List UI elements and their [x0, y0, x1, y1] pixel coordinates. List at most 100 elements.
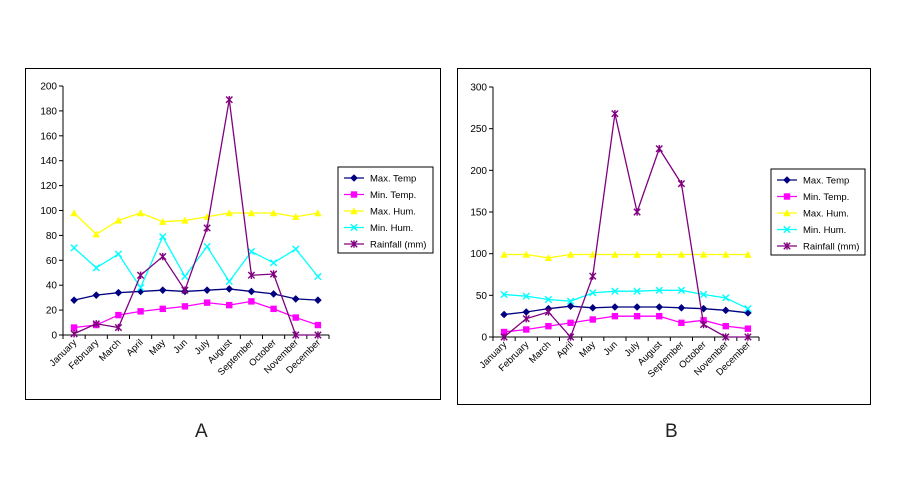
data-point-0-7 [225, 285, 234, 293]
data-point-2-7 [225, 209, 233, 217]
chart-panel-b: 0 50 100 150 200 250 300 January February March Ap… [457, 68, 871, 405]
legend-marker [350, 174, 358, 182]
data-point-2-8 [247, 209, 256, 217]
data-point-3-9 [699, 290, 708, 299]
y-tick-label: 150 [470, 208, 487, 219]
y-tick-label: 200 [40, 82, 57, 93]
data-point-0-1 [522, 308, 531, 316]
y-tick-label: 20 [46, 306, 58, 317]
data-point-4-7 [225, 95, 233, 104]
data-point-0-0 [500, 310, 508, 319]
data-point-3-0 [500, 290, 508, 299]
legend: Max. Temp Min. Temp. Max. Hum. Min. Hum. Rai… [770, 168, 866, 256]
data-point-2-2 [544, 254, 553, 262]
data-point-2-2 [114, 216, 123, 224]
data-point-0-2 [114, 288, 123, 297]
y-tick-label: 0 [51, 331, 57, 342]
data-point-0-6 [203, 286, 211, 294]
data-point-4-8 [247, 271, 256, 279]
data-point-0-3 [566, 302, 575, 310]
x-tick-label: March [527, 339, 553, 365]
legend-marker [350, 240, 358, 248]
data-point-1-4 [159, 305, 166, 313]
data-point-1-5 [181, 303, 189, 310]
data-point-4-2 [544, 308, 553, 316]
data-point-4-1 [92, 320, 100, 328]
legend-label: Min. Temp. [803, 192, 849, 203]
data-point-2-11 [314, 209, 322, 217]
chart-panel-a: 0 20 40 60 80 100 120 140 160 180 200 January Februa… [25, 68, 441, 400]
panel-label-b: B [665, 421, 678, 442]
x-tick-label: April [124, 337, 145, 358]
legend-marker [783, 209, 791, 217]
x-tick-label: Jun [171, 337, 190, 356]
legend-marker [350, 191, 358, 198]
data-point-0-9 [699, 304, 708, 313]
data-point-0-11 [744, 309, 752, 317]
data-point-1-3 [137, 308, 144, 315]
data-point-0-7 [655, 303, 664, 311]
legend-label: Min. Hum. [370, 223, 413, 234]
data-point-3-9 [269, 259, 278, 267]
series-line-4 [73, 99, 318, 336]
data-point-1-0 [500, 328, 508, 336]
series-line-0 [73, 288, 318, 301]
series-line-1 [504, 315, 748, 333]
data-point-1-10 [722, 322, 729, 330]
panel-label-a: A [195, 421, 208, 442]
data-point-4-4 [589, 272, 597, 280]
data-point-1-8 [248, 298, 255, 305]
data-point-0-1 [92, 291, 101, 299]
data-point-2-9 [269, 209, 278, 217]
x-tick-label: May [577, 339, 598, 360]
data-point-2-6 [633, 250, 641, 258]
data-point-1-2 [115, 311, 122, 319]
series-line-3 [73, 235, 319, 290]
data-point-3-11 [744, 304, 752, 313]
data-point-1-6 [633, 312, 641, 320]
data-point-2-5 [181, 216, 189, 224]
data-point-4-7 [655, 144, 663, 153]
data-point-3-4 [159, 232, 167, 241]
data-point-1-8 [678, 319, 685, 327]
legend-marker [350, 207, 358, 215]
legend: Max. Temp Min. Temp. Max. Hum. Min. Hum. Rai… [337, 166, 434, 254]
y-tick-label: 80 [46, 231, 58, 242]
data-point-4-2 [114, 323, 123, 332]
data-point-0-11 [314, 296, 322, 304]
data-point-2-7 [655, 250, 663, 258]
y-tick-label: 140 [40, 156, 57, 167]
data-point-1-7 [226, 301, 233, 309]
data-point-3-10 [292, 245, 300, 253]
data-point-3-5 [181, 272, 189, 281]
y-tick-label: 60 [46, 256, 58, 267]
data-point-0-9 [269, 290, 278, 298]
data-point-0-6 [633, 303, 641, 311]
data-point-4-1 [522, 314, 530, 323]
data-point-4-6 [203, 224, 211, 232]
data-point-4-9 [269, 270, 278, 278]
data-point-3-7 [655, 286, 663, 295]
data-point-4-5 [181, 286, 189, 294]
data-point-3-8 [677, 286, 686, 295]
data-point-2-11 [744, 250, 752, 258]
data-point-0-5 [611, 303, 619, 311]
y-tick-label: 300 [470, 83, 487, 94]
data-point-3-11 [314, 272, 322, 281]
data-point-2-10 [292, 213, 300, 220]
data-point-3-3 [566, 297, 575, 305]
data-point-4-0 [500, 333, 508, 341]
data-point-0-10 [291, 295, 300, 303]
y-tick-label: 50 [476, 291, 488, 302]
data-point-0-4 [588, 304, 597, 312]
legend-label: Rainfall (mm) [803, 242, 859, 253]
y-tick-label: 100 [470, 249, 487, 260]
y-tick-label: 100 [40, 206, 57, 217]
data-point-1-11 [314, 321, 322, 329]
data-point-4-10 [722, 333, 730, 341]
data-point-1-7 [656, 312, 663, 320]
legend-label: Max. Temp [370, 174, 416, 185]
y-tick-label: 200 [470, 166, 487, 177]
data-point-2-10 [722, 250, 730, 258]
data-point-2-0 [500, 250, 508, 258]
